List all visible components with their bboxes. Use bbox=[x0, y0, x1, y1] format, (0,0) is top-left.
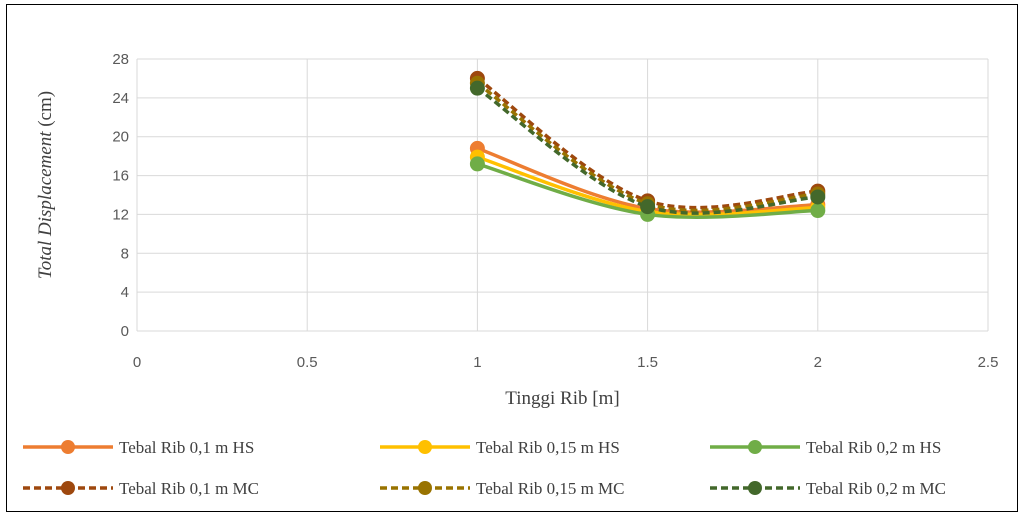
legend-marker bbox=[61, 440, 75, 454]
data-point bbox=[810, 189, 826, 205]
y-tick-label: 24 bbox=[112, 90, 129, 107]
legend-marker bbox=[418, 440, 432, 454]
y-axis-title: Total Displacement (cm) bbox=[35, 91, 56, 279]
x-tick-label: 2 bbox=[814, 354, 822, 371]
data-point bbox=[810, 203, 826, 219]
y-tick-label: 12 bbox=[112, 206, 129, 223]
legend-label: Tebal Rib 0,1 m HS bbox=[119, 438, 254, 457]
x-tick-label: 1 bbox=[473, 354, 481, 371]
y-tick-label: 20 bbox=[112, 129, 129, 146]
x-tick-label: 0 bbox=[133, 354, 141, 371]
legend-label: Tebal Rib 0,15 m HS bbox=[476, 438, 620, 457]
x-tick-label: 0.5 bbox=[297, 354, 318, 371]
legend-label: Tebal Rib 0,15 m MC bbox=[476, 479, 625, 498]
legend-marker bbox=[61, 481, 75, 495]
y-tick-label: 0 bbox=[121, 323, 129, 340]
x-tick-label: 2.5 bbox=[978, 354, 999, 371]
chart-frame: 0 4 8 12 16 20 24 28 0 0.5 1 1.5 2 2.5 Tinggi Rib [m] T… bbox=[6, 4, 1018, 512]
legend-marker bbox=[418, 481, 432, 495]
y-tick-label: 4 bbox=[121, 284, 129, 301]
line-chart: 0 4 8 12 16 20 24 28 0 0.5 1 1.5 2 2.5 Tinggi Rib [m] T… bbox=[23, 51, 999, 498]
x-axis-title: Tinggi Rib [m] bbox=[505, 388, 619, 409]
y-tick-label: 16 bbox=[112, 168, 129, 185]
legend-marker bbox=[748, 481, 762, 495]
data-point bbox=[469, 156, 485, 172]
y-tick-label: 8 bbox=[121, 245, 129, 262]
legend-marker bbox=[748, 440, 762, 454]
data-point bbox=[469, 80, 485, 96]
legend-label: Tebal Rib 0,2 m HS bbox=[806, 438, 941, 457]
legend-label: Tebal Rib 0,1 m MC bbox=[119, 479, 259, 498]
y-tick-label: 28 bbox=[112, 51, 129, 68]
series-line bbox=[476, 86, 818, 215]
legend-label: Tebal Rib 0,2 m MC bbox=[806, 479, 946, 498]
x-tick-label: 1.5 bbox=[637, 354, 658, 371]
data-point bbox=[640, 199, 656, 215]
